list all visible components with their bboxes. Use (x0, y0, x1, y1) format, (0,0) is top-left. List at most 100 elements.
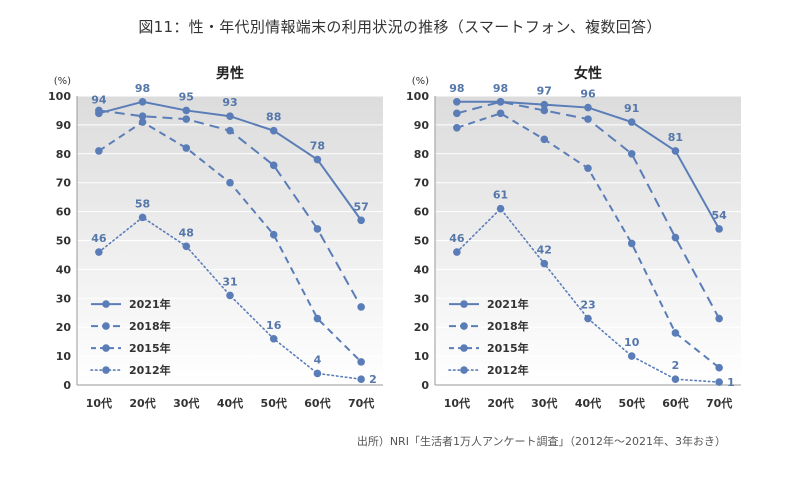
data-label: 98 (493, 82, 508, 95)
data-point (671, 375, 680, 384)
y-tick-label: 80 (56, 148, 72, 161)
data-point (138, 213, 147, 222)
figure-title: 図11：性・年代別情報端末の利用状況の推移（スマートフォン、複数回答） (138, 18, 662, 36)
y-tick-label: 10 (414, 350, 430, 363)
data-label: 58 (135, 197, 150, 210)
legend-marker (102, 300, 110, 308)
data-label: 42 (537, 244, 552, 257)
data-label: 61 (493, 189, 508, 202)
data-label: 10 (624, 336, 640, 349)
data-point (453, 109, 461, 118)
x-tick-label: 40代 (217, 396, 243, 410)
data-label: 98 (449, 82, 464, 95)
data-label: 88 (266, 111, 281, 124)
data-point (313, 225, 322, 233)
data-point (496, 204, 505, 213)
data-label: 4 (314, 353, 322, 366)
data-point (226, 112, 234, 121)
data-point (269, 161, 278, 170)
x-tick-label: 20代 (487, 396, 513, 410)
x-tick-label: 10代 (444, 396, 470, 410)
unit-label: (%) (412, 76, 429, 87)
data-point (496, 109, 505, 118)
data-point (313, 155, 322, 164)
data-point (671, 147, 680, 155)
data-point (182, 242, 191, 251)
legend-label: 2015年 (129, 341, 171, 355)
data-point (584, 115, 592, 123)
x-tick-label: 40代 (575, 396, 601, 410)
y-tick-label: 40 (56, 263, 72, 276)
data-point (95, 106, 103, 115)
data-label: 97 (537, 85, 552, 98)
y-tick-label: 30 (414, 292, 430, 305)
data-label: 2 (369, 373, 377, 386)
data-point (715, 314, 723, 323)
data-label: 81 (668, 131, 683, 144)
data-point (357, 216, 365, 225)
unit-label: (%) (54, 76, 71, 87)
data-label: 1 (727, 376, 735, 389)
legend-label: 2018年 (487, 319, 529, 333)
data-label: 48 (179, 226, 194, 239)
data-point (715, 378, 723, 386)
panel-title: 女性 (574, 65, 602, 82)
data-label: 91 (624, 102, 639, 115)
source-note: 出所）NRI「生活者1万人アンケート調査」（2012年〜2021年、3年おき） (356, 435, 726, 448)
x-tick-label: 70代 (348, 396, 374, 410)
data-point (540, 135, 549, 144)
y-tick-label: 20 (56, 321, 72, 334)
data-point (453, 123, 461, 132)
data-label: 96 (580, 88, 596, 101)
y-tick-label: 50 (414, 235, 430, 248)
y-tick-label: 20 (414, 321, 430, 334)
data-point (540, 106, 549, 115)
data-point (627, 150, 636, 158)
x-tick-label: 70代 (706, 396, 732, 410)
data-point (182, 115, 191, 123)
data-label: 31 (222, 275, 237, 288)
data-point (313, 369, 322, 378)
x-tick-label: 50代 (619, 396, 645, 410)
chart-female-svg: 0 10 20 30 40 50 60 70 80 90 100 (%) 女性 10代 20代 30代 40代 5… (406, 65, 741, 410)
data-label: 95 (179, 90, 194, 103)
legend-label: 2018年 (129, 319, 171, 333)
data-point (226, 126, 234, 135)
y-tick-label: 0 (63, 379, 71, 392)
data-label: 2 (672, 359, 680, 372)
data-point (269, 230, 278, 239)
data-point (95, 248, 103, 256)
y-tick-label: 30 (56, 292, 72, 305)
data-point (715, 225, 723, 233)
y-tick-label: 80 (414, 148, 430, 161)
legend-marker (460, 300, 468, 308)
y-tick-label: 70 (414, 177, 430, 190)
data-point (182, 106, 191, 115)
x-tick-label: 50代 (261, 396, 287, 410)
data-point (627, 352, 636, 360)
y-tick-label: 90 (414, 119, 430, 132)
data-point (540, 259, 549, 268)
data-label: 46 (91, 232, 107, 245)
legend-label: 2021年 (487, 297, 529, 311)
data-label: 16 (266, 319, 282, 332)
data-point (627, 239, 636, 248)
data-point (313, 314, 322, 323)
data-point (95, 147, 103, 155)
data-point (357, 375, 365, 384)
y-tick-label: 90 (56, 119, 72, 132)
legend-marker (460, 322, 468, 330)
data-point (671, 233, 680, 242)
x-tick-label: 20代 (129, 396, 155, 410)
data-point (584, 103, 592, 112)
data-point (138, 112, 147, 121)
chart-male-svg: 0 10 20 30 40 50 60 70 80 90 100 (%) 男性 10代 20代 30代 40代 5… (48, 65, 383, 410)
data-point (138, 97, 147, 106)
data-point (715, 363, 723, 372)
data-point (226, 178, 234, 187)
y-tick-label: 40 (414, 263, 430, 276)
data-label: 98 (135, 82, 150, 95)
y-tick-label: 70 (56, 177, 72, 190)
data-point (540, 100, 549, 109)
legend-marker (460, 366, 468, 374)
